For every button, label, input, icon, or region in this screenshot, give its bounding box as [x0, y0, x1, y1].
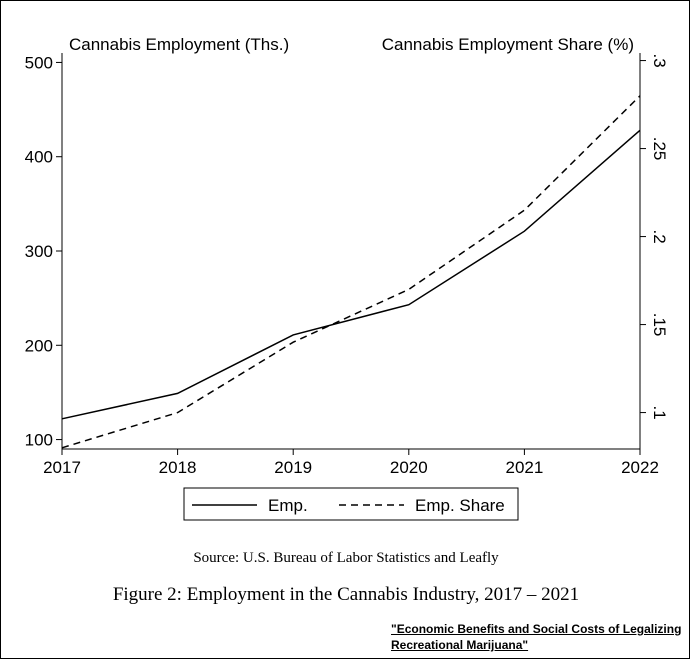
- x-tick-label: 2021: [505, 458, 543, 477]
- left-y-tick-label: 500: [25, 53, 53, 72]
- right-y-tick-label: .25: [650, 137, 669, 161]
- x-tick-label: 2020: [390, 458, 428, 477]
- chart-series: [61, 95, 641, 449]
- right-axis-title: Cannabis Employment Share (%): [382, 35, 634, 54]
- employment-chart: Cannabis Employment (Ths.) Cannabis Emplo…: [25, 35, 669, 521]
- legend-box: [183, 487, 519, 521]
- x-tick-label: 2017: [43, 458, 81, 477]
- paper-credit-text: "Economic Benefits and Social Costs of L…: [391, 622, 682, 652]
- legend-label: Emp. Share: [415, 496, 505, 515]
- right-y-tick-label: .15: [650, 313, 669, 337]
- emp-line: [61, 129, 641, 420]
- right-y-tick-label: .2: [650, 229, 669, 243]
- paper-credit: "Economic Benefits and Social Costs of L…: [391, 621, 687, 653]
- chart-legend: Emp. Emp. Share: [183, 487, 519, 521]
- legend-label: Emp.: [268, 496, 308, 515]
- figure-caption: Figure 2: Employment in the Cannabis Ind…: [112, 584, 580, 605]
- left-y-tick-label: 200: [25, 336, 53, 355]
- chart-axes: Cannabis Employment (Ths.) Cannabis Emplo…: [25, 35, 669, 477]
- right-y-tick-label: .3: [650, 53, 669, 67]
- left-axis-title: Cannabis Employment (Ths.): [69, 35, 289, 54]
- emp-share-line: [61, 95, 641, 449]
- left-y-tick-label: 400: [25, 148, 53, 167]
- x-tick-label: 2018: [159, 458, 197, 477]
- left-y-tick-label: 100: [25, 431, 53, 450]
- right-y-tick-label: .1: [650, 405, 669, 419]
- x-tick-label: 2022: [621, 458, 659, 477]
- x-tick-label: 2019: [274, 458, 312, 477]
- source-note: Source: U.S. Bureau of Labor Statistics …: [193, 550, 499, 566]
- left-y-tick-label: 300: [25, 242, 53, 261]
